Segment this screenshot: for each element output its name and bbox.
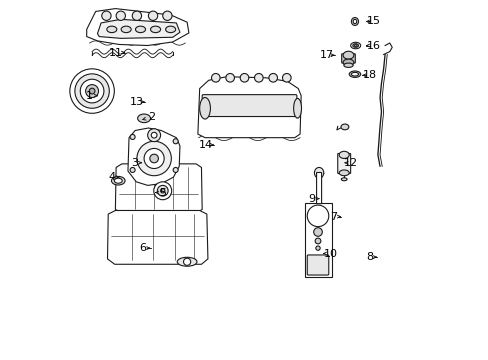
Ellipse shape xyxy=(106,26,117,33)
Text: 10: 10 xyxy=(323,248,337,258)
Ellipse shape xyxy=(199,98,210,119)
Circle shape xyxy=(315,246,320,250)
Circle shape xyxy=(225,73,234,82)
Circle shape xyxy=(116,11,125,21)
FancyBboxPatch shape xyxy=(306,255,328,275)
Circle shape xyxy=(153,182,171,200)
Text: 17: 17 xyxy=(319,50,333,60)
Text: 7: 7 xyxy=(329,212,336,221)
Ellipse shape xyxy=(293,98,301,118)
Ellipse shape xyxy=(135,26,145,33)
Ellipse shape xyxy=(353,45,356,46)
Ellipse shape xyxy=(121,26,131,33)
Text: 13: 13 xyxy=(130,97,143,107)
Ellipse shape xyxy=(351,18,358,26)
Circle shape xyxy=(147,129,160,141)
Circle shape xyxy=(148,11,158,21)
Circle shape xyxy=(85,85,99,98)
Ellipse shape xyxy=(352,44,358,47)
Circle shape xyxy=(282,73,290,82)
Ellipse shape xyxy=(177,257,197,266)
Circle shape xyxy=(268,73,277,82)
Polygon shape xyxy=(128,128,180,185)
Text: 1: 1 xyxy=(86,91,93,101)
Text: 4: 4 xyxy=(108,172,115,182)
Ellipse shape xyxy=(340,124,348,130)
Circle shape xyxy=(163,11,172,21)
Ellipse shape xyxy=(111,176,125,185)
Text: 11: 11 xyxy=(109,48,123,58)
Circle shape xyxy=(75,74,109,108)
Ellipse shape xyxy=(165,26,175,33)
Circle shape xyxy=(254,73,263,82)
Ellipse shape xyxy=(339,170,348,176)
Text: 2: 2 xyxy=(147,112,155,122)
Circle shape xyxy=(137,141,171,176)
Text: 12: 12 xyxy=(344,158,358,168)
FancyBboxPatch shape xyxy=(337,153,350,174)
Polygon shape xyxy=(107,211,207,264)
Circle shape xyxy=(149,154,158,163)
Ellipse shape xyxy=(343,63,352,67)
Circle shape xyxy=(183,258,190,265)
Text: 5: 5 xyxy=(159,188,166,198)
Circle shape xyxy=(240,73,248,82)
Text: 14: 14 xyxy=(199,140,213,150)
Polygon shape xyxy=(115,164,202,213)
Ellipse shape xyxy=(150,26,160,33)
FancyBboxPatch shape xyxy=(316,172,321,204)
Ellipse shape xyxy=(348,71,360,77)
Ellipse shape xyxy=(343,59,353,66)
Circle shape xyxy=(314,238,320,244)
Circle shape xyxy=(132,11,142,21)
Polygon shape xyxy=(198,77,301,138)
Circle shape xyxy=(157,185,168,196)
Text: 8: 8 xyxy=(366,252,373,262)
Circle shape xyxy=(173,167,178,172)
Text: 16: 16 xyxy=(366,41,381,50)
Circle shape xyxy=(211,73,220,82)
FancyBboxPatch shape xyxy=(202,95,296,117)
Ellipse shape xyxy=(314,167,323,178)
FancyBboxPatch shape xyxy=(341,54,355,63)
Circle shape xyxy=(160,189,164,193)
Ellipse shape xyxy=(351,72,358,76)
Circle shape xyxy=(173,139,178,144)
Ellipse shape xyxy=(343,51,353,59)
Circle shape xyxy=(306,205,328,226)
Ellipse shape xyxy=(341,178,346,181)
Text: 3: 3 xyxy=(131,158,138,168)
Circle shape xyxy=(70,69,114,113)
Text: 18: 18 xyxy=(362,70,376,80)
Polygon shape xyxy=(86,9,188,45)
Text: 9: 9 xyxy=(308,194,315,204)
Ellipse shape xyxy=(339,151,348,158)
Ellipse shape xyxy=(114,178,122,183)
Polygon shape xyxy=(97,19,180,39)
Circle shape xyxy=(130,134,135,139)
Circle shape xyxy=(102,11,111,21)
Circle shape xyxy=(89,88,95,94)
FancyBboxPatch shape xyxy=(304,203,331,277)
Circle shape xyxy=(151,132,157,138)
Circle shape xyxy=(130,167,135,172)
Text: 15: 15 xyxy=(366,17,381,27)
Circle shape xyxy=(144,148,164,168)
Ellipse shape xyxy=(352,19,356,24)
Ellipse shape xyxy=(137,114,150,123)
Ellipse shape xyxy=(350,42,360,49)
Text: 6: 6 xyxy=(139,243,145,253)
Circle shape xyxy=(80,79,104,103)
Circle shape xyxy=(313,228,322,236)
